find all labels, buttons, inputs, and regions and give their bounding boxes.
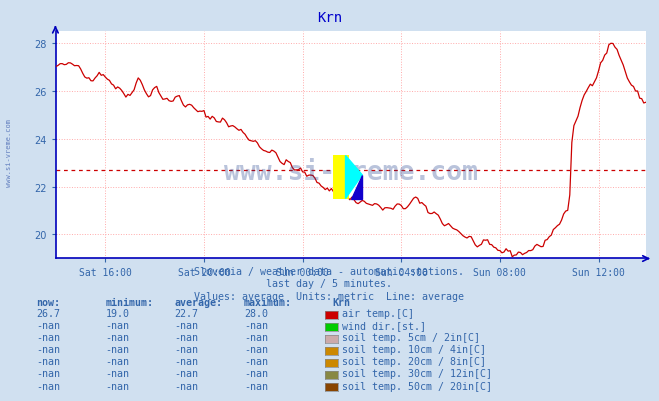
Text: -nan: -nan bbox=[175, 344, 198, 354]
Text: -nan: -nan bbox=[36, 381, 60, 391]
Text: Krn: Krn bbox=[333, 298, 351, 308]
Text: -nan: -nan bbox=[244, 344, 268, 354]
Text: -nan: -nan bbox=[36, 356, 60, 367]
Text: Krn: Krn bbox=[317, 11, 342, 25]
Polygon shape bbox=[345, 156, 362, 199]
Text: air temp.[C]: air temp.[C] bbox=[342, 308, 414, 318]
Text: -nan: -nan bbox=[36, 320, 60, 330]
Text: -nan: -nan bbox=[244, 332, 268, 342]
Text: soil temp. 20cm / 8in[C]: soil temp. 20cm / 8in[C] bbox=[342, 356, 486, 367]
Text: now:: now: bbox=[36, 298, 60, 308]
Text: -nan: -nan bbox=[175, 369, 198, 379]
Text: Values: average  Units: metric  Line: average: Values: average Units: metric Line: aver… bbox=[194, 291, 465, 301]
Text: www.si-vreme.com: www.si-vreme.com bbox=[5, 118, 12, 186]
Text: soil temp. 10cm / 4in[C]: soil temp. 10cm / 4in[C] bbox=[342, 344, 486, 354]
Text: last day / 5 minutes.: last day / 5 minutes. bbox=[266, 279, 393, 289]
Text: www.si-vreme.com: www.si-vreme.com bbox=[224, 160, 478, 186]
Text: -nan: -nan bbox=[36, 344, 60, 354]
Text: -nan: -nan bbox=[105, 381, 129, 391]
Text: -nan: -nan bbox=[105, 344, 129, 354]
Text: wind dir.[st.]: wind dir.[st.] bbox=[342, 320, 426, 330]
Text: -nan: -nan bbox=[175, 320, 198, 330]
Text: -nan: -nan bbox=[36, 332, 60, 342]
Polygon shape bbox=[351, 175, 362, 199]
Text: -nan: -nan bbox=[175, 332, 198, 342]
Text: Slovenia / weather data - automatic stations.: Slovenia / weather data - automatic stat… bbox=[194, 266, 465, 276]
Text: soil temp. 50cm / 20in[C]: soil temp. 50cm / 20in[C] bbox=[342, 381, 492, 391]
Text: -nan: -nan bbox=[244, 381, 268, 391]
Text: 22.7: 22.7 bbox=[175, 308, 198, 318]
Text: soil temp. 5cm / 2in[C]: soil temp. 5cm / 2in[C] bbox=[342, 332, 480, 342]
Text: minimum:: minimum: bbox=[105, 298, 154, 308]
Text: -nan: -nan bbox=[105, 369, 129, 379]
Text: -nan: -nan bbox=[244, 356, 268, 367]
Text: 28.0: 28.0 bbox=[244, 308, 268, 318]
Text: -nan: -nan bbox=[105, 356, 129, 367]
Text: -nan: -nan bbox=[175, 381, 198, 391]
Text: average:: average: bbox=[175, 298, 223, 308]
Text: -nan: -nan bbox=[105, 320, 129, 330]
Text: 19.0: 19.0 bbox=[105, 308, 129, 318]
Text: -nan: -nan bbox=[175, 356, 198, 367]
Text: -nan: -nan bbox=[105, 332, 129, 342]
Text: -nan: -nan bbox=[244, 369, 268, 379]
Text: -nan: -nan bbox=[36, 369, 60, 379]
Text: -nan: -nan bbox=[244, 320, 268, 330]
Text: 26.7: 26.7 bbox=[36, 308, 60, 318]
Text: maximum:: maximum: bbox=[244, 298, 292, 308]
Text: soil temp. 30cm / 12in[C]: soil temp. 30cm / 12in[C] bbox=[342, 369, 492, 379]
Bar bbox=[333, 156, 349, 199]
